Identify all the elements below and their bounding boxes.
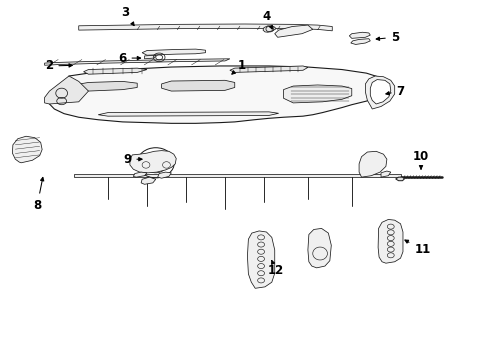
Text: 7: 7 [385, 85, 404, 98]
Polygon shape [133, 172, 147, 177]
Polygon shape [44, 59, 229, 65]
Text: 6: 6 [118, 51, 141, 64]
Polygon shape [377, 220, 402, 263]
Polygon shape [44, 76, 88, 104]
Polygon shape [74, 81, 137, 91]
Polygon shape [161, 80, 234, 91]
Polygon shape [348, 32, 369, 39]
Polygon shape [263, 26, 276, 32]
Polygon shape [307, 228, 330, 268]
Polygon shape [395, 177, 404, 181]
Polygon shape [12, 136, 42, 163]
Polygon shape [283, 85, 351, 103]
Polygon shape [130, 150, 176, 173]
Polygon shape [229, 66, 307, 72]
Polygon shape [98, 112, 278, 116]
Text: 2: 2 [45, 59, 72, 72]
Polygon shape [74, 174, 400, 177]
Text: 4: 4 [262, 10, 272, 29]
Text: 10: 10 [412, 150, 428, 169]
Polygon shape [142, 49, 205, 55]
Polygon shape [369, 80, 390, 104]
Polygon shape [79, 24, 331, 31]
Text: 11: 11 [404, 240, 429, 256]
Text: 5: 5 [375, 31, 398, 44]
Polygon shape [141, 177, 156, 184]
Text: 1: 1 [231, 59, 245, 74]
Polygon shape [274, 25, 312, 37]
Polygon shape [83, 68, 147, 74]
Polygon shape [144, 55, 156, 59]
Text: 3: 3 [121, 6, 134, 26]
Polygon shape [49, 66, 390, 123]
Text: 9: 9 [123, 153, 142, 166]
Text: 8: 8 [33, 177, 44, 212]
Polygon shape [380, 171, 390, 177]
Polygon shape [365, 76, 394, 109]
Text: 12: 12 [267, 261, 284, 277]
Polygon shape [247, 231, 274, 288]
Polygon shape [358, 151, 386, 177]
Polygon shape [158, 172, 171, 178]
Polygon shape [350, 39, 369, 44]
